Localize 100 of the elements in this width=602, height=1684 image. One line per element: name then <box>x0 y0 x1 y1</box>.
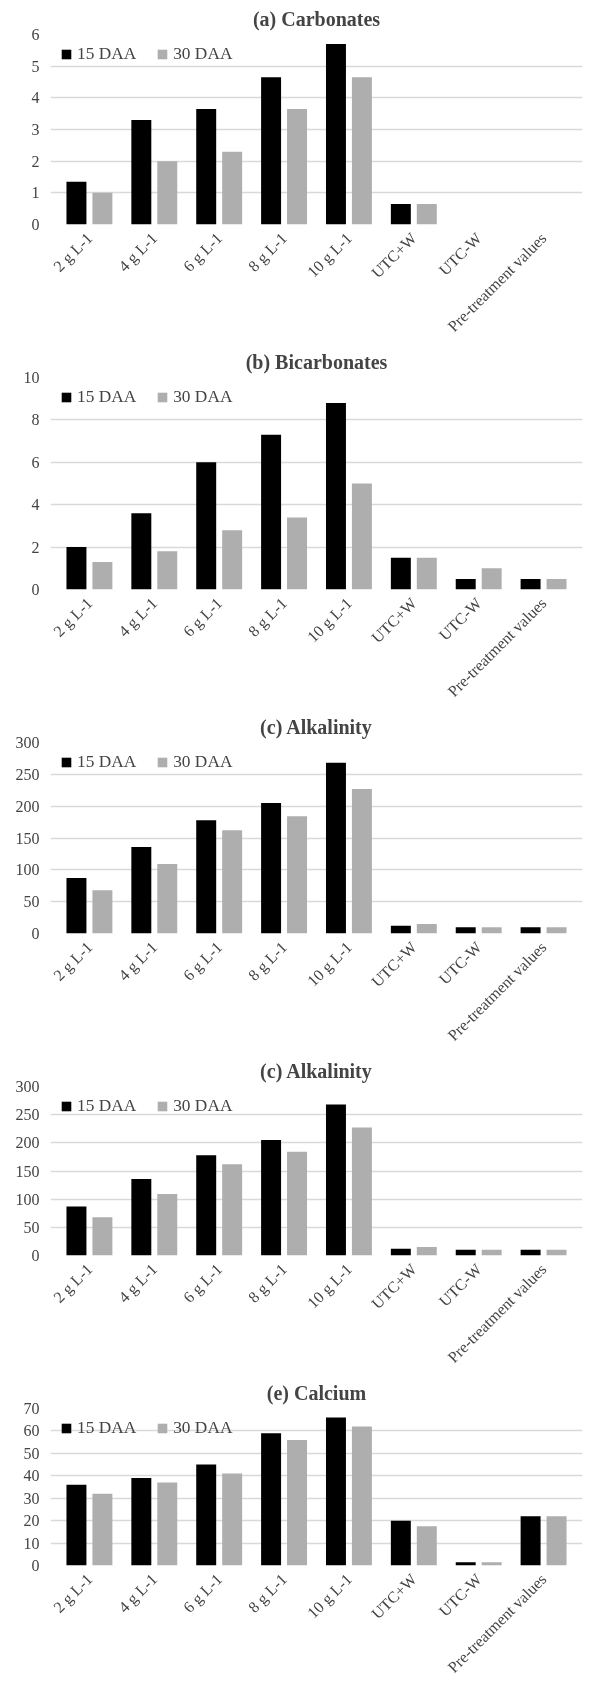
y-tick-label: 50 <box>23 893 40 911</box>
legend-label: 15 DAA <box>77 1418 137 1438</box>
x-tick-label: 6 g L-1 <box>179 938 226 985</box>
chart-title: (b) Bicarbonates <box>245 350 388 374</box>
bar <box>92 561 113 590</box>
chart-title: (e) Calcium <box>266 1381 367 1405</box>
bar <box>66 1206 87 1256</box>
x-tick-label: 4 g L-1 <box>114 1570 162 1617</box>
bar <box>131 1178 152 1256</box>
y-tick-label: 0 <box>31 1247 40 1264</box>
bar <box>416 557 437 590</box>
y-tick-label: 1 <box>31 184 40 202</box>
x-tick-label: 8 g L-1 <box>244 938 291 985</box>
bar <box>196 108 217 225</box>
bar <box>92 1217 113 1256</box>
x-tick-label: 2 g L-1 <box>50 1260 97 1307</box>
x-tick-label: 10 g L-1 <box>303 938 356 991</box>
y-tick-label: 150 <box>15 1162 40 1180</box>
y-tick-label: 40 <box>23 1467 40 1485</box>
bar <box>481 568 502 590</box>
chart-title: (a) Carbonates <box>252 7 381 31</box>
x-tick-label: 8 g L-1 <box>244 229 291 276</box>
x-tick-label: 4 g L-1 <box>114 938 162 985</box>
x-tick-label: 4 g L-1 <box>114 594 162 641</box>
bar <box>222 1473 243 1566</box>
bar <box>520 1516 541 1566</box>
bar <box>157 161 178 225</box>
legend-label: 30 DAA <box>173 1096 233 1116</box>
y-tick-label: 60 <box>23 1422 40 1440</box>
x-tick-label: 8 g L-1 <box>244 594 291 641</box>
legend-label: 15 DAA <box>77 387 137 407</box>
bar <box>481 1562 502 1566</box>
legend-label: 15 DAA <box>77 1096 137 1116</box>
legend-label: 30 DAA <box>173 752 233 772</box>
bar <box>325 1417 346 1566</box>
bar <box>222 830 243 934</box>
y-tick-label: 200 <box>15 797 40 815</box>
y-tick-label: 4 <box>31 89 40 107</box>
y-tick-label: 0 <box>31 581 40 598</box>
y-tick-label: 0 <box>31 216 40 233</box>
y-tick-label: 50 <box>23 1444 40 1462</box>
legend-label: 15 DAA <box>77 752 137 772</box>
x-tick-label: 6 g L-1 <box>179 229 226 276</box>
bar <box>287 108 308 225</box>
bar <box>196 820 217 934</box>
bar <box>351 788 372 934</box>
legend-label: 15 DAA <box>77 44 137 64</box>
bar <box>390 557 411 590</box>
bar <box>416 1526 437 1566</box>
bar <box>92 192 113 225</box>
bar <box>546 578 567 590</box>
bar <box>157 1194 178 1256</box>
bar <box>455 1562 476 1566</box>
bar <box>416 203 437 225</box>
bar <box>66 181 87 225</box>
y-tick-label: 10 <box>23 1534 40 1552</box>
y-tick-label: 8 <box>31 411 40 429</box>
bar <box>351 1426 372 1566</box>
x-tick-label: 8 g L-1 <box>244 1570 291 1617</box>
y-tick-label: 0 <box>31 925 40 942</box>
bar <box>325 402 346 590</box>
bar <box>325 1104 346 1256</box>
bar <box>196 1464 217 1566</box>
bar <box>92 1493 113 1566</box>
bar <box>351 1127 372 1256</box>
x-tick-label: 4 g L-1 <box>114 229 162 276</box>
bar <box>222 151 243 225</box>
y-tick-label: 100 <box>15 861 40 879</box>
bar <box>546 1516 567 1566</box>
bar <box>390 1520 411 1566</box>
x-tick-label: 10 g L-1 <box>303 594 356 647</box>
bar <box>546 927 567 934</box>
x-tick-label: 6 g L-1 <box>179 594 226 641</box>
bar <box>131 513 152 590</box>
bar <box>390 925 411 934</box>
bar <box>66 878 87 934</box>
y-tick-label: 2 <box>31 152 40 170</box>
y-tick-label: 250 <box>15 1106 40 1124</box>
bar <box>520 927 541 934</box>
bar <box>325 762 346 934</box>
bar <box>157 1482 178 1566</box>
legend-label: 30 DAA <box>173 44 233 64</box>
bar <box>416 1247 437 1256</box>
bar <box>287 816 308 934</box>
bar <box>131 120 152 225</box>
x-tick-label: 8 g L-1 <box>244 1260 291 1307</box>
bar <box>351 77 372 225</box>
bar <box>261 434 282 590</box>
y-tick-label: 5 <box>31 57 40 75</box>
bar <box>261 77 282 225</box>
y-tick-label: 70 <box>23 1400 40 1417</box>
y-tick-label: 300 <box>15 1078 40 1095</box>
y-tick-label: 150 <box>15 829 40 847</box>
bar <box>131 846 152 934</box>
y-tick-label: 250 <box>15 765 40 783</box>
bar <box>287 1151 308 1256</box>
bar <box>222 1164 243 1256</box>
bar <box>325 44 346 225</box>
legend-label: 30 DAA <box>173 387 233 407</box>
bar <box>261 1433 282 1566</box>
